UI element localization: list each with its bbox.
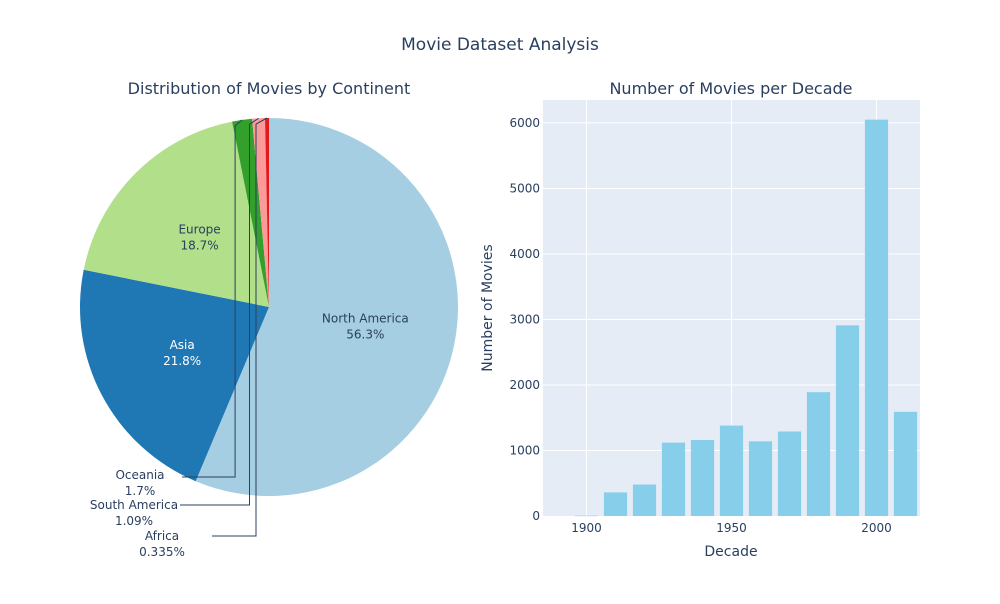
pie-percent-europe: 18.7% — [181, 238, 219, 252]
figure-title: Movie Dataset Analysis — [401, 35, 599, 55]
bar-1980 — [806, 392, 831, 516]
bar-chart: Number of Movies per Decade Decade Numbe… — [480, 79, 920, 560]
pie-slice-asia — [80, 269, 270, 482]
pie-slice-africa — [265, 117, 269, 308]
pie-label-oceania: Oceania — [115, 468, 164, 482]
bar-2000 — [864, 119, 889, 517]
y-tick-label: 4000 — [509, 247, 540, 261]
y-tick-label: 6000 — [509, 116, 540, 130]
pie-title: Distribution of Movies by Continent — [128, 79, 411, 98]
x-tick-label: 2000 — [861, 521, 892, 535]
pie-chart: Distribution of Movies by Continent Nort… — [80, 79, 459, 559]
bar-1960 — [748, 441, 773, 516]
bar-1990 — [835, 325, 860, 516]
pie-percent-africa: 0.335% — [139, 545, 185, 559]
bar-1950 — [719, 425, 744, 516]
x-tick-label: 1900 — [571, 521, 602, 535]
pie-slice-oceania — [232, 118, 269, 307]
bar-title: Number of Movies per Decade — [609, 79, 852, 98]
pie-label-africa: Africa — [145, 529, 179, 543]
pie-leader-africa — [212, 117, 268, 537]
x-axis-label: Decade — [704, 544, 757, 560]
y-tick-label: 0 — [532, 509, 540, 523]
pie-percent-north-america: 56.3% — [346, 327, 384, 341]
pie-percent-oceania: 1.7% — [125, 484, 156, 498]
bar-1930 — [661, 442, 686, 516]
pie-percent-asia: 21.8% — [163, 354, 201, 368]
pie-slice-europe — [83, 121, 270, 307]
pie-label-asia: Asia — [170, 338, 195, 352]
bar-1920 — [632, 484, 657, 516]
y-axis-label: Number of Movies — [480, 244, 496, 371]
bar-1910 — [603, 492, 628, 516]
bar-1970 — [777, 431, 802, 516]
y-tick-label: 1000 — [509, 443, 540, 457]
y-tick-label: 5000 — [509, 181, 540, 195]
pie-label-south-america: South America — [90, 498, 178, 512]
y-tick-label: 2000 — [509, 378, 540, 392]
pie-percent-south-america: 1.09% — [115, 514, 153, 528]
pie-label-north-america: North America — [322, 311, 409, 325]
bar-1900 — [574, 515, 599, 517]
x-tick-label: 1950 — [716, 521, 747, 535]
pie-leader-oceania — [182, 119, 243, 478]
y-tick-label: 3000 — [509, 312, 540, 326]
bar-1940 — [690, 440, 715, 516]
pie-slice-north-america — [195, 118, 459, 496]
pie-label-europe: Europe — [178, 222, 220, 236]
pie-leader-south-america — [180, 117, 259, 506]
bar-2010 — [893, 411, 918, 516]
